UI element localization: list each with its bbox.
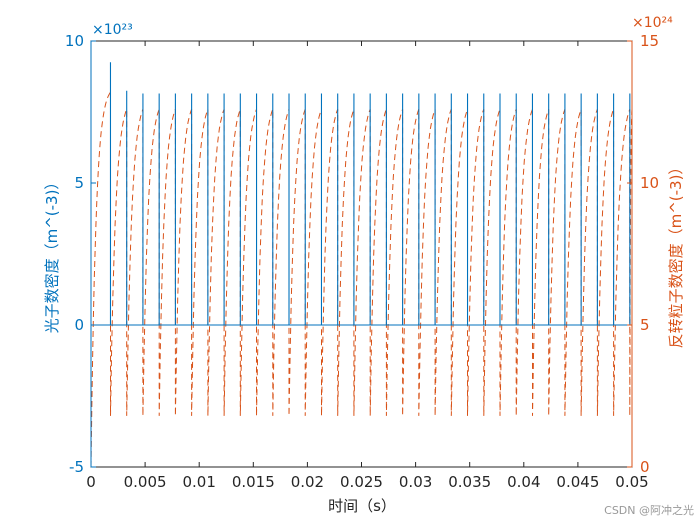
right-tick-label: 5 — [640, 316, 650, 334]
series-layer — [90, 62, 633, 468]
x-tick-label: 0.025 — [340, 473, 383, 491]
x-tick-label: 0.015 — [232, 473, 275, 491]
x-tick-label: 0 — [86, 473, 96, 491]
right-tick-label: 15 — [640, 32, 659, 50]
left-tick-label: 10 — [65, 32, 84, 50]
left-tick-label: -5 — [69, 458, 84, 476]
left-tick-label: 5 — [74, 174, 84, 192]
right-axis-exponent: ×10²⁴ — [632, 15, 673, 31]
watermark-text: CSDN @阿冲之光 — [604, 503, 694, 517]
x-tick-label: 0.05 — [615, 473, 648, 491]
x-axis-label: 时间（s） — [328, 497, 396, 515]
left-y-axis-label: 光子数密度（m^(-3)） — [43, 175, 61, 334]
right-tick-label: 0 — [640, 458, 650, 476]
series-line-inversion-density — [90, 90, 633, 468]
x-tick-label: 0.005 — [124, 473, 167, 491]
x-tick-label: 0.035 — [448, 473, 491, 491]
left-axis-exponent: ×10²³ — [92, 22, 133, 38]
left-y-axis: -5 0 5 10 — [65, 32, 96, 476]
right-y-axis: 0 5 10 15 — [627, 32, 659, 476]
x-tick-label: 0.02 — [291, 473, 324, 491]
x-tick-label: 0.04 — [507, 473, 540, 491]
left-tick-label: 0 — [74, 316, 84, 334]
x-tick-label: 0.01 — [182, 473, 215, 491]
right-tick-label: 10 — [640, 174, 659, 192]
x-tick-label: 0.045 — [556, 473, 599, 491]
x-tick-label: 0.03 — [399, 473, 432, 491]
plot-frame — [90, 40, 633, 468]
right-y-axis-label: 反转粒子数密度（m^(-3)） — [667, 160, 685, 349]
x-axis: 0 0.005 0.01 0.015 0.02 0.025 0.03 0.035 0.04 0.0… — [86, 41, 649, 491]
